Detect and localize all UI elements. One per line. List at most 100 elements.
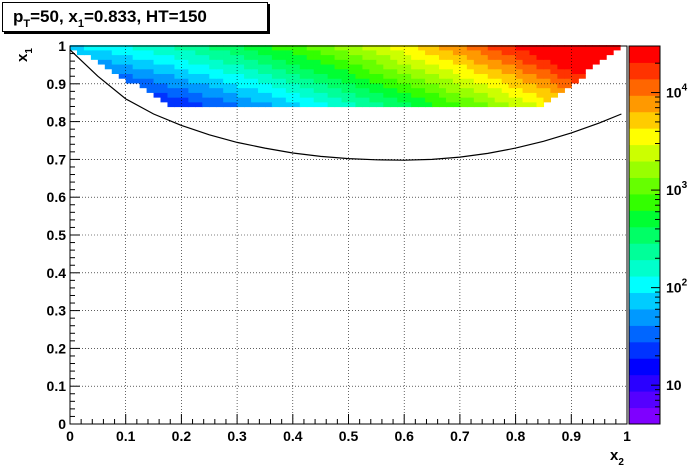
heat-cell bbox=[278, 73, 287, 79]
colorbar-segment bbox=[629, 391, 660, 409]
heat-cell bbox=[432, 101, 440, 108]
heat-cell bbox=[174, 45, 182, 51]
heat-cell bbox=[515, 63, 524, 70]
heat-cell bbox=[174, 49, 182, 56]
heat-cell bbox=[445, 59, 454, 65]
heat-cell bbox=[515, 45, 524, 51]
heat-cell bbox=[306, 59, 315, 65]
heat-cell bbox=[104, 49, 113, 56]
heat-cell bbox=[452, 92, 461, 98]
heat-cell bbox=[181, 82, 189, 89]
heat-cell bbox=[383, 87, 391, 93]
heat-cell bbox=[432, 49, 440, 56]
heat-cell bbox=[536, 73, 545, 79]
heat-cell bbox=[550, 87, 558, 93]
x-tick-label: 0.5 bbox=[339, 428, 359, 444]
heat-cell bbox=[390, 82, 398, 89]
heat-cell bbox=[480, 92, 489, 98]
heat-cell bbox=[480, 82, 489, 89]
heat-cell bbox=[230, 97, 238, 103]
heat-cell bbox=[230, 45, 238, 51]
heat-cell bbox=[390, 97, 398, 103]
heat-cell bbox=[341, 82, 350, 89]
heat-cell bbox=[522, 82, 531, 89]
heat-cell bbox=[418, 63, 426, 70]
heat-cell bbox=[216, 49, 224, 56]
heat-cell bbox=[592, 49, 600, 56]
heat-cell bbox=[299, 59, 308, 65]
heat-cell bbox=[174, 82, 182, 89]
heat-cell bbox=[146, 63, 155, 70]
heat-cell bbox=[487, 78, 496, 84]
heat-cell bbox=[278, 87, 287, 93]
heat-cell bbox=[244, 73, 252, 79]
heat-cell bbox=[571, 49, 579, 56]
heat-cell bbox=[327, 49, 336, 56]
heat-cell bbox=[564, 45, 572, 51]
heat-cell bbox=[132, 54, 141, 60]
heat-cell bbox=[251, 54, 259, 60]
heat-cell bbox=[355, 97, 364, 103]
heat-cell bbox=[334, 101, 343, 108]
heat-cell bbox=[160, 63, 169, 70]
heat-cell bbox=[418, 82, 426, 89]
heat-cell bbox=[425, 54, 433, 60]
heat-cell bbox=[153, 63, 162, 70]
heat-cell bbox=[160, 73, 169, 79]
heat-cell bbox=[209, 87, 217, 93]
colorbar-segment bbox=[629, 374, 660, 392]
colorbar: 10 102 103 104 bbox=[628, 45, 688, 425]
heat-cell bbox=[257, 68, 266, 75]
heat-cell bbox=[473, 78, 482, 84]
heat-cell bbox=[494, 92, 503, 98]
heat-cell bbox=[90, 45, 99, 51]
heat-cell bbox=[425, 92, 433, 98]
heat-cell bbox=[459, 92, 468, 98]
heat-cell bbox=[411, 78, 419, 84]
heat-cell bbox=[452, 97, 461, 103]
heat-cell bbox=[522, 87, 531, 93]
heat-cell bbox=[376, 73, 384, 79]
heat-cell bbox=[369, 92, 377, 98]
heat-cell bbox=[313, 68, 322, 75]
heat-cell bbox=[181, 49, 189, 56]
heat-cell bbox=[355, 92, 364, 98]
heat-cell bbox=[369, 63, 377, 70]
heat-cell bbox=[355, 82, 364, 89]
heat-cell bbox=[390, 78, 398, 84]
heat-cell bbox=[606, 45, 614, 51]
heat-cell bbox=[390, 54, 398, 60]
heat-cell bbox=[557, 63, 565, 70]
heat-cell bbox=[104, 63, 113, 70]
heat-cell bbox=[473, 68, 482, 75]
heat-cell bbox=[306, 101, 315, 108]
heat-cell bbox=[70, 45, 78, 51]
heat-cell bbox=[425, 49, 433, 56]
heat-cell bbox=[230, 49, 238, 56]
heat-cell bbox=[543, 63, 552, 70]
heat-cell bbox=[76, 45, 85, 51]
heat-cell bbox=[529, 87, 538, 93]
heat-cell bbox=[508, 54, 517, 60]
heat-cell bbox=[445, 73, 454, 79]
heat-cell bbox=[348, 54, 357, 60]
heat-cell bbox=[271, 68, 280, 75]
colorbar-segment bbox=[629, 407, 660, 425]
colorbar-segment bbox=[629, 78, 660, 96]
heat-cell bbox=[404, 78, 412, 84]
heat-cell bbox=[480, 78, 489, 84]
y-tick-label: 0.8 bbox=[47, 114, 67, 130]
heat-cell bbox=[487, 54, 496, 60]
heat-cell bbox=[348, 73, 357, 79]
colorbar-segment bbox=[629, 177, 660, 195]
heat-cell bbox=[501, 87, 510, 93]
heat-cell bbox=[522, 92, 531, 98]
heat-cell bbox=[411, 92, 419, 98]
colorbar-segment bbox=[629, 111, 660, 129]
heat-cell bbox=[494, 87, 503, 93]
heat-cell bbox=[327, 87, 336, 93]
heat-cell bbox=[501, 49, 510, 56]
heat-cell bbox=[557, 45, 565, 51]
x-axis-label: x2 bbox=[610, 447, 624, 468]
heat-cell bbox=[216, 97, 224, 103]
